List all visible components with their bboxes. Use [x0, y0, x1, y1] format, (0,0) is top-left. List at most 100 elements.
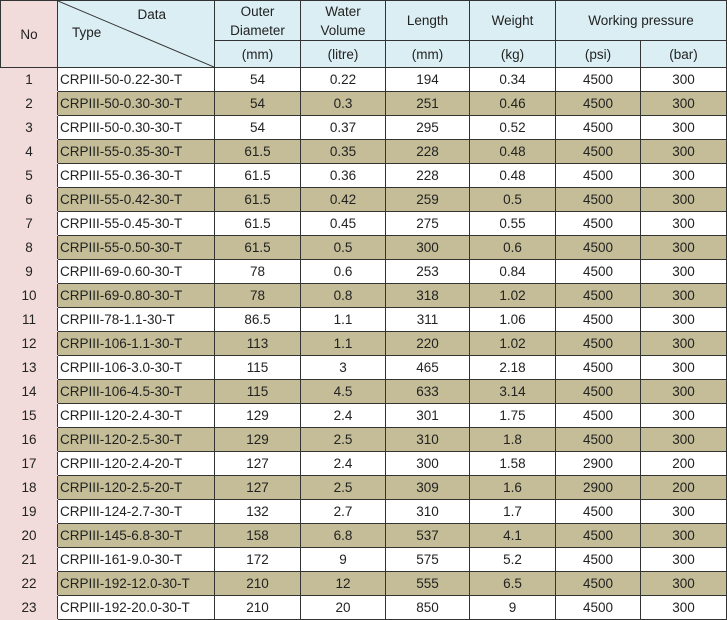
type-cell: CRPIII-50-0.22-30-T	[57, 67, 215, 92]
weight-cell: 1.75	[469, 403, 556, 428]
weight-cell: 0.46	[469, 91, 556, 116]
type-cell: CRPIII-55-0.50-30-T	[57, 235, 215, 260]
row-number-cell: 20	[0, 523, 58, 548]
outer-diameter-cell: 127	[214, 451, 301, 476]
pressure-psi-cell: 4500	[555, 211, 641, 236]
weight-cell: 3.14	[469, 379, 556, 404]
type-cell: CRPIII-106-1.1-30-T	[57, 331, 215, 356]
unit-psi: (psi)	[555, 40, 641, 68]
pressure-bar-cell: 200	[639, 451, 727, 476]
water-volume-cell: 0.5	[300, 235, 386, 260]
table-row: 2 CRPIII-50-0.30-30-T 54 0.3 251 0.46 4500 300	[0, 91, 727, 116]
outer-diameter-cell: 54	[214, 67, 301, 92]
row-number-cell: 21	[0, 547, 58, 572]
type-cell: CRPIII-55-0.45-30-T	[57, 211, 215, 236]
table-row: 8 CRPIII-55-0.50-30-T 61.5 0.5 300 0.6 4500 300	[0, 235, 727, 260]
outer-diameter-cell: 54	[214, 91, 301, 116]
pressure-psi-cell: 4500	[555, 187, 641, 212]
outer-diameter-cell: 61.5	[214, 139, 301, 164]
weight-cell: 6.5	[469, 571, 556, 596]
pressure-psi-cell: 2900	[555, 451, 641, 476]
pressure-bar-cell: 300	[639, 379, 727, 404]
type-cell: CRPIII-69-0.80-30-T	[57, 283, 215, 308]
row-number-cell: 23	[0, 595, 58, 620]
outer-diameter-cell: 54	[214, 115, 301, 140]
header-length: Length	[385, 0, 470, 41]
length-cell: 310	[385, 499, 470, 524]
row-number-cell: 15	[0, 403, 58, 428]
water-volume-cell: 1.1	[300, 307, 386, 332]
water-volume-cell: 1.1	[300, 331, 386, 356]
outer-diameter-cell: 210	[214, 595, 301, 620]
weight-cell: 0.6	[469, 235, 556, 260]
water-volume-cell: 2.5	[300, 475, 386, 500]
pressure-bar-cell: 300	[639, 259, 727, 284]
unit-kg: (kg)	[469, 40, 556, 68]
outer-diameter-cell: 210	[214, 571, 301, 596]
length-cell: 259	[385, 187, 470, 212]
row-number-cell: 18	[0, 475, 58, 500]
pressure-psi-cell: 4500	[555, 307, 641, 332]
type-cell: CRPIII-106-4.5-30-T	[57, 379, 215, 404]
length-cell: 275	[385, 211, 470, 236]
length-cell: 301	[385, 403, 470, 428]
type-cell: CRPIII-78-1.1-30-T	[57, 307, 215, 332]
water-volume-cell: 6.8	[300, 523, 386, 548]
outer-diameter-cell: 78	[214, 283, 301, 308]
water-volume-cell: 0.42	[300, 187, 386, 212]
outer-diameter-cell: 86.5	[214, 307, 301, 332]
pressure-bar-cell: 200	[639, 475, 727, 500]
type-cell: CRPIII-120-2.5-20-T	[57, 475, 215, 500]
outer-diameter-cell: 61.5	[214, 187, 301, 212]
water-volume-cell: 2.4	[300, 451, 386, 476]
weight-cell: 5.2	[469, 547, 556, 572]
row-number-cell: 5	[0, 163, 58, 188]
pressure-bar-cell: 300	[639, 115, 727, 140]
type-cell: CRPIII-106-3.0-30-T	[57, 355, 215, 380]
table-row: 15 CRPIII-120-2.4-30-T 129 2.4 301 1.75 4500 30…	[0, 403, 727, 428]
weight-cell: 1.02	[469, 331, 556, 356]
pressure-bar-cell: 300	[639, 499, 727, 524]
outer-diameter-cell: 115	[214, 355, 301, 380]
pressure-psi-cell: 2900	[555, 475, 641, 500]
weight-cell: 1.8	[469, 427, 556, 452]
row-number-cell: 1	[0, 67, 58, 92]
type-cell: CRPIII-55-0.36-30-T	[57, 163, 215, 188]
length-cell: 228	[385, 139, 470, 164]
water-volume-cell: 9	[300, 547, 386, 572]
table-row: 17 CRPIII-120-2.4-20-T 127 2.4 300 1.58 2900 20…	[0, 451, 727, 476]
pressure-psi-cell: 4500	[555, 427, 641, 452]
outer-diameter-cell: 129	[214, 403, 301, 428]
water-volume-cell: 0.37	[300, 115, 386, 140]
length-cell: 311	[385, 307, 470, 332]
pressure-bar-cell: 300	[639, 427, 727, 452]
weight-cell: 9	[469, 595, 556, 620]
outer-diameter-cell: 61.5	[214, 163, 301, 188]
row-number-cell: 7	[0, 211, 58, 236]
row-number-cell: 12	[0, 331, 58, 356]
length-cell: 537	[385, 523, 470, 548]
pressure-psi-cell: 4500	[555, 67, 641, 92]
table-row: 18 CRPIII-120-2.5-20-T 127 2.5 309 1.6 2900 200	[0, 475, 727, 500]
table-row: 13 CRPIII-106-3.0-30-T 115 3 465 2.18 4500 300	[0, 355, 727, 380]
diagonal-divider	[58, 1, 214, 67]
row-number-cell: 22	[0, 571, 58, 596]
water-volume-cell: 20	[300, 595, 386, 620]
table-row: 6 CRPIII-55-0.42-30-T 61.5 0.42 259 0.5 4500 30…	[0, 187, 727, 212]
length-cell: 318	[385, 283, 470, 308]
pressure-bar-cell: 300	[639, 283, 727, 308]
type-cell: CRPIII-120-2.5-30-T	[57, 427, 215, 452]
pressure-bar-cell: 300	[639, 235, 727, 260]
type-cell: CRPIII-50-0.30-30-T	[57, 91, 215, 116]
outer-diameter-cell: 129	[214, 427, 301, 452]
length-cell: 465	[385, 355, 470, 380]
pressure-bar-cell: 300	[639, 571, 727, 596]
water-volume-cell: 0.3	[300, 91, 386, 116]
type-cell: CRPIII-69-0.60-30-T	[57, 259, 215, 284]
outer-diameter-cell: 61.5	[214, 211, 301, 236]
weight-cell: 1.06	[469, 307, 556, 332]
unit-mm: (mm)	[385, 40, 470, 68]
table-row: 1 CRPIII-50-0.22-30-T 54 0.22 194 0.34 4500 300	[0, 67, 727, 92]
header-weight: Weight	[469, 0, 556, 41]
weight-cell: 0.52	[469, 115, 556, 140]
